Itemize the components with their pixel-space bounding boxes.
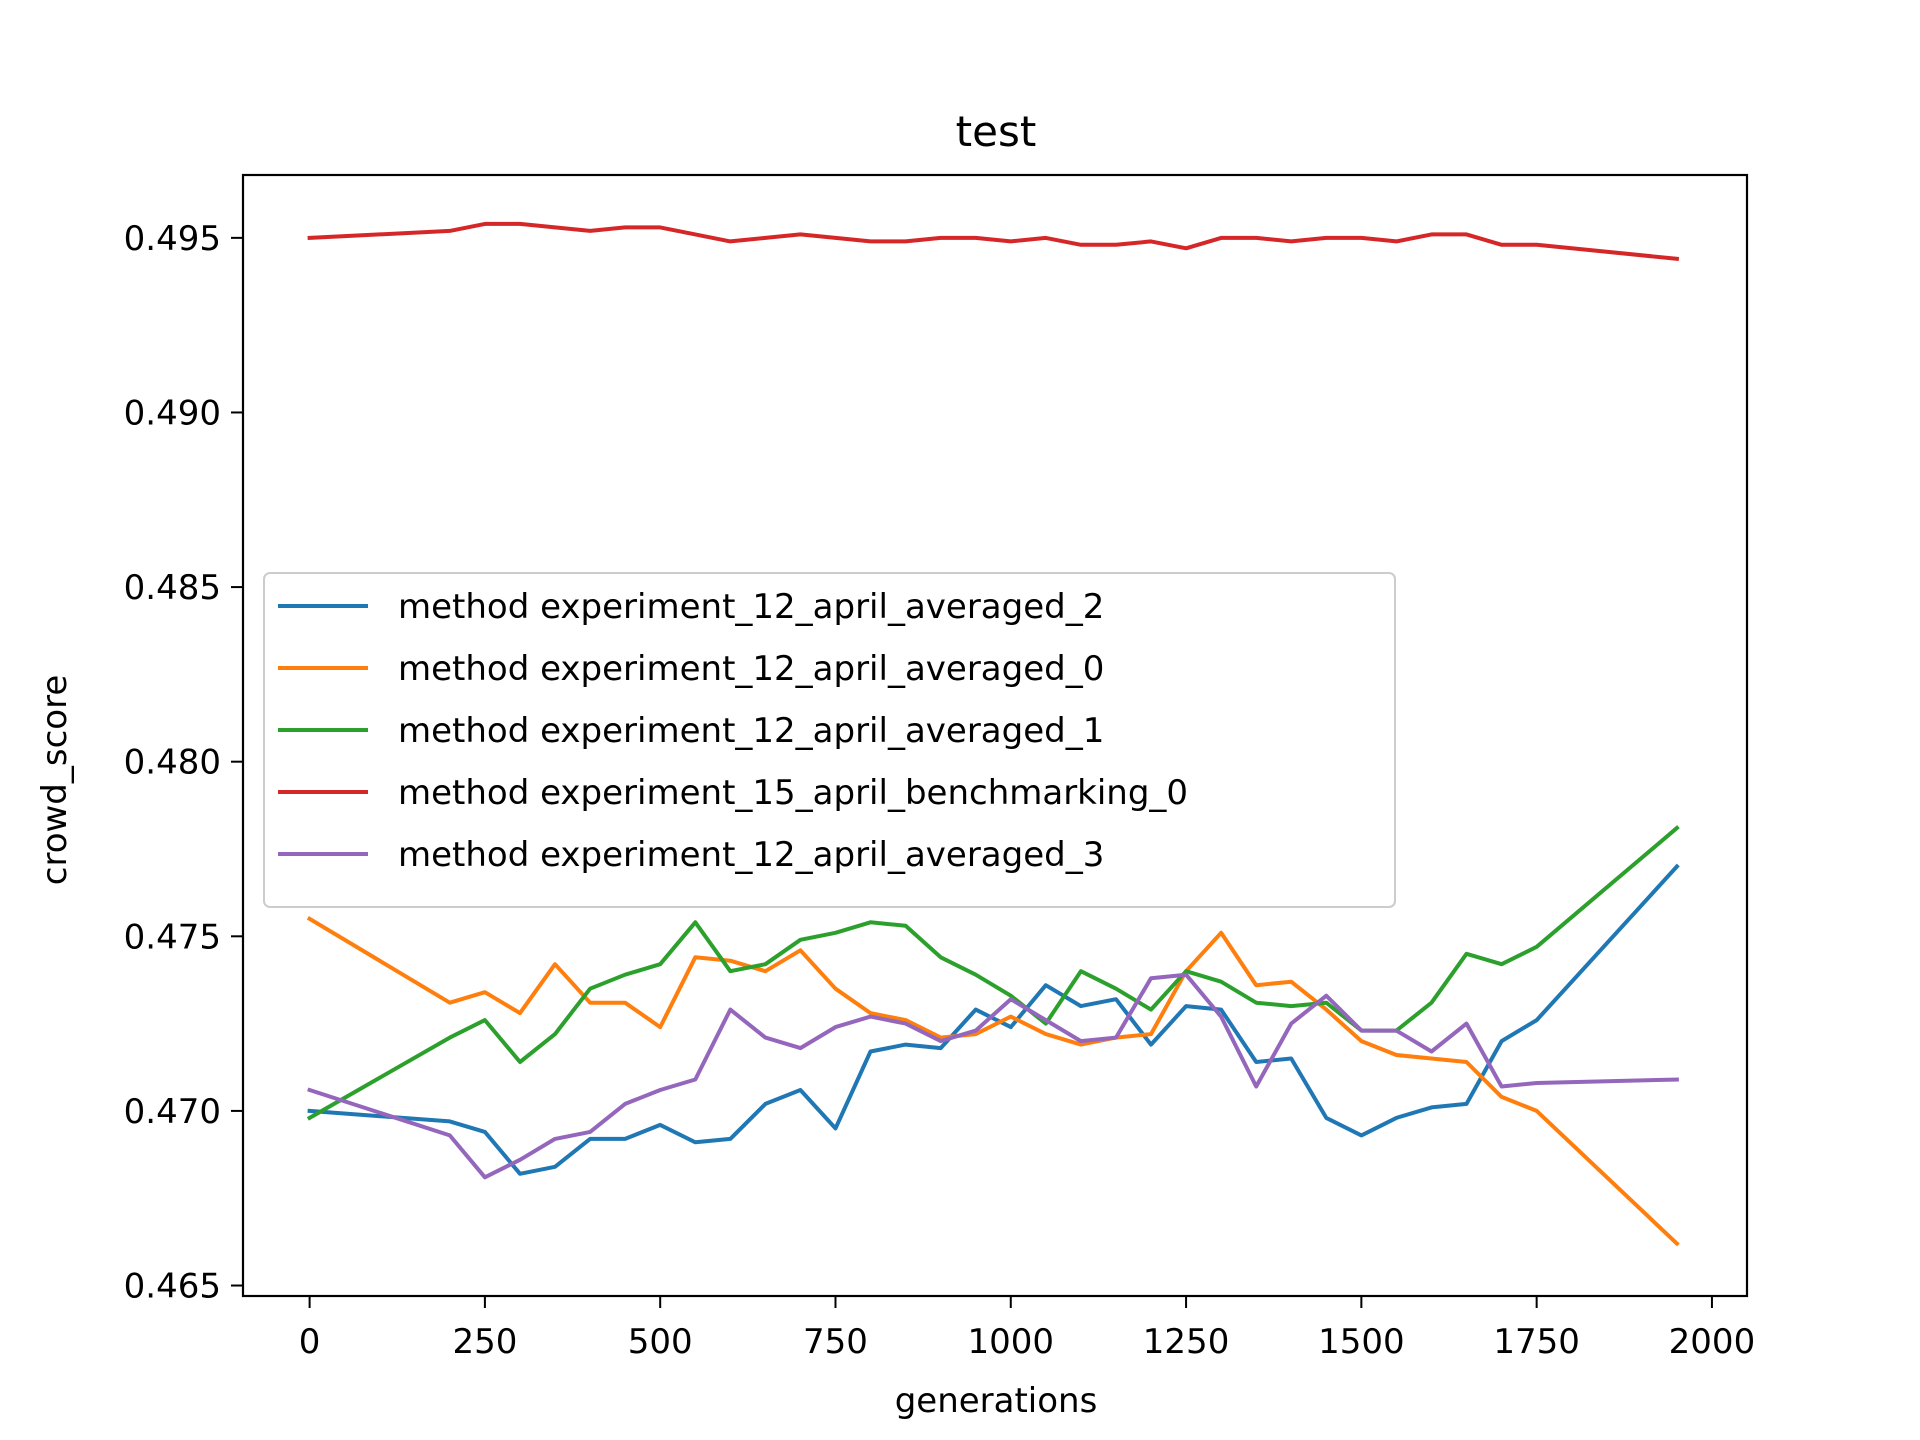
y-tick-label: 0.485: [124, 568, 221, 608]
x-tick-label: 1000: [968, 1322, 1055, 1362]
x-tick-label: 250: [452, 1322, 517, 1362]
legend-label-3: method experiment_15_april_benchmarking_…: [398, 773, 1188, 813]
series-line-3: [307, 221, 1680, 261]
x-axis: 0 250 500 750 1000 1250 1500 1750 2000: [299, 1296, 1755, 1362]
plot-frame: [241, 173, 1749, 1298]
x-axis-title: generations: [895, 1381, 1098, 1421]
x-tick-label: 500: [628, 1322, 693, 1362]
x-tick-label: 1500: [1318, 1322, 1405, 1362]
series-line-1: [306, 916, 1680, 1247]
legend-label-1: method experiment_12_april_averaged_0: [398, 649, 1104, 689]
plot-area: [241, 173, 1749, 1298]
y-tick-label: 0.490: [124, 393, 221, 433]
y-tick-label: 0.475: [124, 917, 221, 957]
y-tick-label: 0.470: [124, 1092, 221, 1132]
legend-box: [263, 572, 1396, 908]
y-axis: 0.465 0.470 0.475 0.480 0.485 0.490 0.495: [124, 219, 243, 1307]
legend-label-0: method experiment_12_april_averaged_2: [398, 587, 1104, 627]
x-tick-label: 0: [299, 1322, 321, 1362]
x-tick-label: 1750: [1493, 1322, 1580, 1362]
x-tick-label: 750: [803, 1322, 868, 1362]
y-tick-label: 0.480: [124, 743, 221, 783]
x-tick-label: 2000: [1669, 1322, 1756, 1362]
legend-label-2: method experiment_12_april_averaged_1: [398, 711, 1104, 751]
y-axis-title: crowd_score: [35, 675, 75, 885]
y-tick-label: 0.465: [124, 1267, 221, 1307]
y-tick-label: 0.495: [124, 219, 221, 259]
series-line-0: [307, 863, 1680, 1176]
legend: method experiment_12_april_averaged_2met…: [263, 572, 1396, 908]
legend-label-4: method experiment_12_april_averaged_3: [398, 835, 1104, 875]
x-tick-label: 1250: [1143, 1322, 1230, 1362]
chart-title: test: [956, 107, 1037, 156]
series-line-4: [307, 972, 1679, 1180]
